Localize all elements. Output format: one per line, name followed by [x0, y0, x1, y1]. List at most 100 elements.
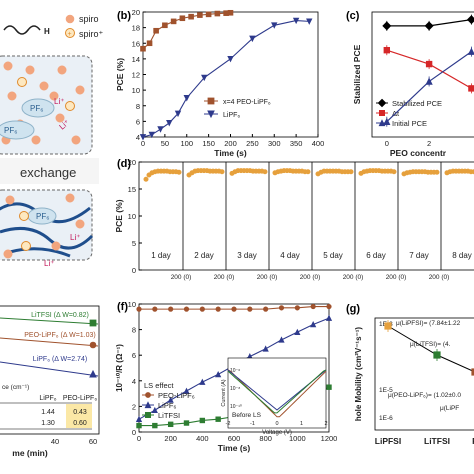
data-point: [348, 169, 354, 175]
table-cell: 0.60: [73, 420, 87, 427]
spiro-particle: [5, 195, 15, 205]
day-label: 1 day: [151, 251, 171, 260]
data-point: [153, 27, 159, 34]
y-tick-label: 8: [132, 326, 136, 335]
x-tick-label: 600: [228, 434, 241, 443]
panel-c-frame: [371, 11, 474, 138]
point-label: μ(LiTFSI)= (4.: [410, 341, 451, 348]
data-point: [188, 13, 194, 20]
day-label: 2 day: [194, 251, 214, 260]
spiro-particle: [57, 65, 67, 75]
panel-label-d: (d): [117, 158, 131, 170]
data-point: [199, 378, 206, 385]
segment-tick-label: 200 (0): [300, 274, 321, 281]
data-point: [139, 134, 147, 141]
series-line: [0, 337, 99, 347]
data-point: [326, 384, 332, 390]
data-point: [183, 306, 190, 312]
data-point: [227, 55, 234, 63]
data-point: [467, 47, 474, 55]
inset-y-axis-label: Current (A): [221, 379, 227, 406]
data-point: [468, 85, 474, 92]
spiro-particle: [55, 113, 65, 123]
data-point: [183, 420, 190, 426]
y-tick-label: 12: [132, 71, 140, 80]
data-point: [199, 417, 206, 424]
data-point: [292, 17, 300, 25]
y-tick-label: 2: [132, 402, 136, 411]
ion-label: PF₆: [36, 212, 49, 221]
segment-tick-label: 200 (0): [429, 274, 450, 281]
data-point: [249, 35, 256, 43]
table-unit: ce (cm⁻¹): [2, 384, 29, 391]
x-tick-label: 400: [196, 434, 209, 443]
y-tick-label: 8: [136, 102, 140, 111]
y-tick-label: 10: [128, 300, 136, 309]
polymer-chain: [9, 247, 71, 258]
y-tick-label: 20: [128, 158, 136, 167]
spiro-particle: [71, 135, 81, 145]
spiro-particle: [3, 249, 13, 259]
x-axis-label: me (min): [12, 448, 48, 458]
y-tick-label: 5: [132, 239, 136, 248]
x-tick-label: 400: [312, 139, 325, 148]
data-point: [136, 306, 142, 312]
chain-sketch: [3, 25, 41, 35]
data-point: [325, 314, 333, 321]
legend-label: PEO-LiPF₆ (Δ W=1.03): [24, 332, 96, 339]
segment-tick-label: 200 (0): [343, 274, 364, 281]
x-axis-label: Time (s): [214, 148, 247, 158]
data-point: [231, 306, 237, 312]
data-point: [197, 12, 203, 18]
x-tick-label: 1000: [289, 434, 306, 443]
segment-tick-label: 200 (0): [386, 274, 407, 281]
spiro-particle: [51, 241, 61, 251]
data-point: [168, 306, 174, 312]
spiro-particle: [75, 85, 85, 95]
data-point: [424, 21, 434, 31]
ion-label: Li⁺: [70, 233, 80, 242]
y-tick-label: 1E-6: [379, 415, 393, 422]
panel-label-b: (b): [117, 10, 131, 22]
data-point: [176, 169, 182, 175]
legend-spiro-plus-marker: [65, 28, 75, 38]
spiro-particle: [49, 91, 59, 101]
spiro-plus-particle: [17, 77, 27, 87]
data-point: [183, 95, 190, 102]
exchange-caption: exchange: [20, 165, 76, 180]
data-point: [183, 387, 190, 394]
data-point: [152, 422, 158, 429]
data-point: [310, 303, 316, 310]
polymer-chain: [0, 226, 94, 250]
data-point: [466, 15, 474, 25]
x-axis-label: Time (s): [218, 443, 251, 453]
y-axis-label: 10⁻¹⁰/R (Ω⁻¹): [115, 344, 124, 392]
y-tick-label: 14: [132, 55, 140, 64]
data-point: [143, 176, 149, 182]
data-point: [310, 321, 317, 328]
x-axis-label: PEO concentr: [390, 148, 447, 158]
legend-label: Initial PCE: [392, 119, 427, 128]
data-point: [162, 22, 168, 29]
x-tick-label: 1200: [321, 434, 338, 443]
y-tick-label: 1E-5: [379, 387, 393, 394]
panel-label-f: (f): [117, 301, 128, 313]
segment-tick-label: 200 (0): [171, 274, 192, 281]
y-axis-label: hole Mobility (cm²V⁻¹s⁻¹): [354, 327, 363, 422]
x-tick-label: 2: [427, 139, 431, 148]
data-point: [135, 415, 143, 422]
series-line: [0, 361, 99, 377]
day-label: 5 day: [323, 251, 343, 260]
day-label: 8 day: [452, 251, 472, 260]
data-point: [136, 422, 142, 429]
inset-x-tick-label: 0: [275, 421, 278, 427]
legend-label: LiTFSI (Δ W=0.82): [31, 312, 89, 319]
y-tick-label: 0: [132, 428, 136, 437]
panel-e-frame: [0, 305, 100, 435]
day-label: 7 day: [409, 251, 429, 260]
y-tick-label: 6: [132, 351, 136, 360]
x-category-label: P: [472, 436, 474, 446]
data-point: [278, 336, 285, 343]
data-point: [167, 421, 174, 428]
